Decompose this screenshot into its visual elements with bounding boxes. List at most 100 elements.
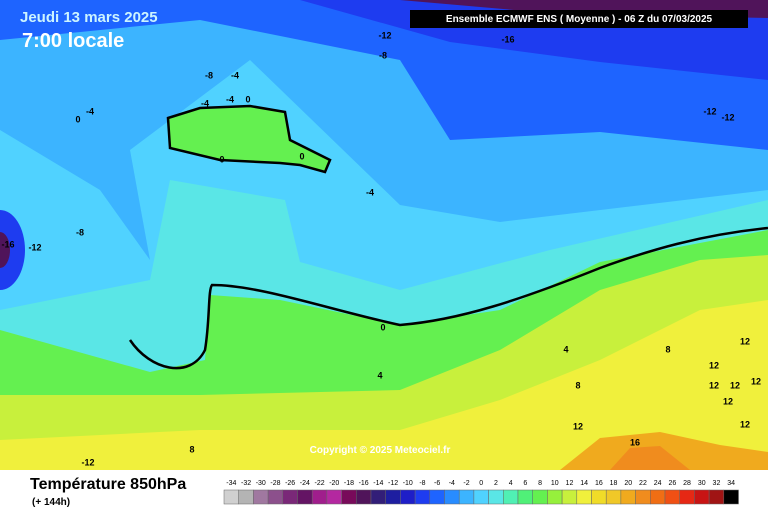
scale-label: 4 [509,480,513,487]
contour-label: -4 [366,187,374,197]
scale-label: -34 [226,480,236,487]
contour-label: 0 [75,114,80,124]
map-fields [0,0,768,470]
contour-label: 0 [245,94,250,104]
scale-label: -22 [314,480,324,487]
contour-label: 0 [380,322,385,332]
scale-swatch [400,489,416,505]
copyright: Copyright © 2025 Meteociel.fr [310,445,451,456]
scale-swatch [458,489,475,505]
scale-label: 2 [494,480,498,487]
scale-swatch [444,489,460,505]
contour-label: 12 [709,360,719,370]
contour-label: -16 [501,34,514,44]
contour-label: 12 [730,380,740,390]
scale-label: -8 [419,480,425,487]
contour-label: 8 [665,344,670,354]
scale-swatch [694,489,710,505]
scale-swatch [385,489,401,505]
scale-label: -6 [434,480,440,487]
contour-label: 4 [377,370,382,380]
contour-label: -4 [231,70,239,80]
color-scale: -34 -32 -30 -28 -26 -24 -22 -20 -18 -16 -14 -12 -10-… [223,480,739,505]
scale-label: 16 [595,480,603,487]
contour-label: -4 [201,98,209,108]
scale-label: 18 [610,480,618,487]
scale-swatch [635,489,651,505]
contour-label: 4 [563,344,568,354]
scale-swatch [664,489,680,505]
scale-swatch [488,489,504,505]
scale-swatch [517,489,533,505]
model-info: Ensemble ECMWF ENS ( Moyenne ) - 06 Z du… [446,14,713,25]
contour-label: -12 [703,106,716,116]
scale-label: 10 [551,480,559,487]
contour-label: 12 [740,419,750,429]
scale-swatch [679,489,695,505]
scale-swatch [576,489,592,505]
contour-label: 12 [573,421,583,431]
scale-label: -28 [270,480,280,487]
scale-swatch [723,489,739,505]
scale-label: -14 [373,480,383,487]
lead-time: (+ 144h) [32,497,70,508]
footer-title: Température 850hPa [30,476,186,493]
scale-swatch [429,489,445,505]
map-time: 7:00 locale [22,30,124,52]
scale-swatch [311,489,328,505]
contour-label: 12 [709,380,719,390]
contour-label: 12 [740,336,750,346]
scale-label: -32 [241,480,251,487]
contour-label: 8 [189,444,194,454]
scale-label: 8 [538,480,542,487]
scale-swatch [267,489,284,505]
scale-label: -2 [463,480,469,487]
scale-swatch [223,489,239,505]
scale-label: 20 [624,480,632,487]
scale-label: -26 [285,480,295,487]
contour-label: 0 [299,151,304,161]
scale-label: 30 [698,480,706,487]
scale-swatch [326,489,342,505]
scale-swatch [591,489,607,505]
scale-swatch [620,489,636,505]
scale-label: -16 [359,480,369,487]
scale-swatch [473,489,489,505]
scale-label: 26 [668,480,676,487]
contour-label: -8 [205,70,213,80]
scale-swatch [297,489,313,505]
contour-label: -8 [379,50,387,60]
scale-label: 14 [580,480,588,487]
contour-label: 16 [630,437,640,447]
scale-swatch [532,489,548,505]
contour-label: -12 [81,457,94,467]
contour-label: 12 [751,376,761,386]
contour-label: -12 [721,112,734,122]
contour-label: 0 [219,154,224,164]
contour-labels: -12 -16 -8 -8 -4 -4 -4 -4 0 0 -12 -12 0 0 -4 -8 -16 -12 0 4… [1,30,761,467]
scale-swatch [238,489,254,505]
map-date: Jeudi 13 mars 2025 [20,9,158,26]
contour-label: 12 [723,396,733,406]
scale-label: 24 [654,480,662,487]
contour-label: 8 [575,380,580,390]
scale-label: -20 [329,480,339,487]
scale-label: -10 [403,480,413,487]
scale-swatch [708,489,725,505]
scale-swatch [356,489,372,505]
contour-label: -16 [1,239,14,249]
contour-label: -8 [76,227,84,237]
contour-label: -12 [378,30,391,40]
scale-swatch [341,489,357,505]
contour-label: -12 [28,242,41,252]
scale-swatch [370,489,386,505]
scale-swatch [561,489,578,505]
scale-label: 32 [713,480,721,487]
scale-label: -18 [344,480,354,487]
scale-label: 28 [683,480,691,487]
scale-label: -12 [388,480,398,487]
contour-label: -4 [226,94,234,104]
scale-swatch [503,489,519,505]
contour-label: -4 [86,106,94,116]
